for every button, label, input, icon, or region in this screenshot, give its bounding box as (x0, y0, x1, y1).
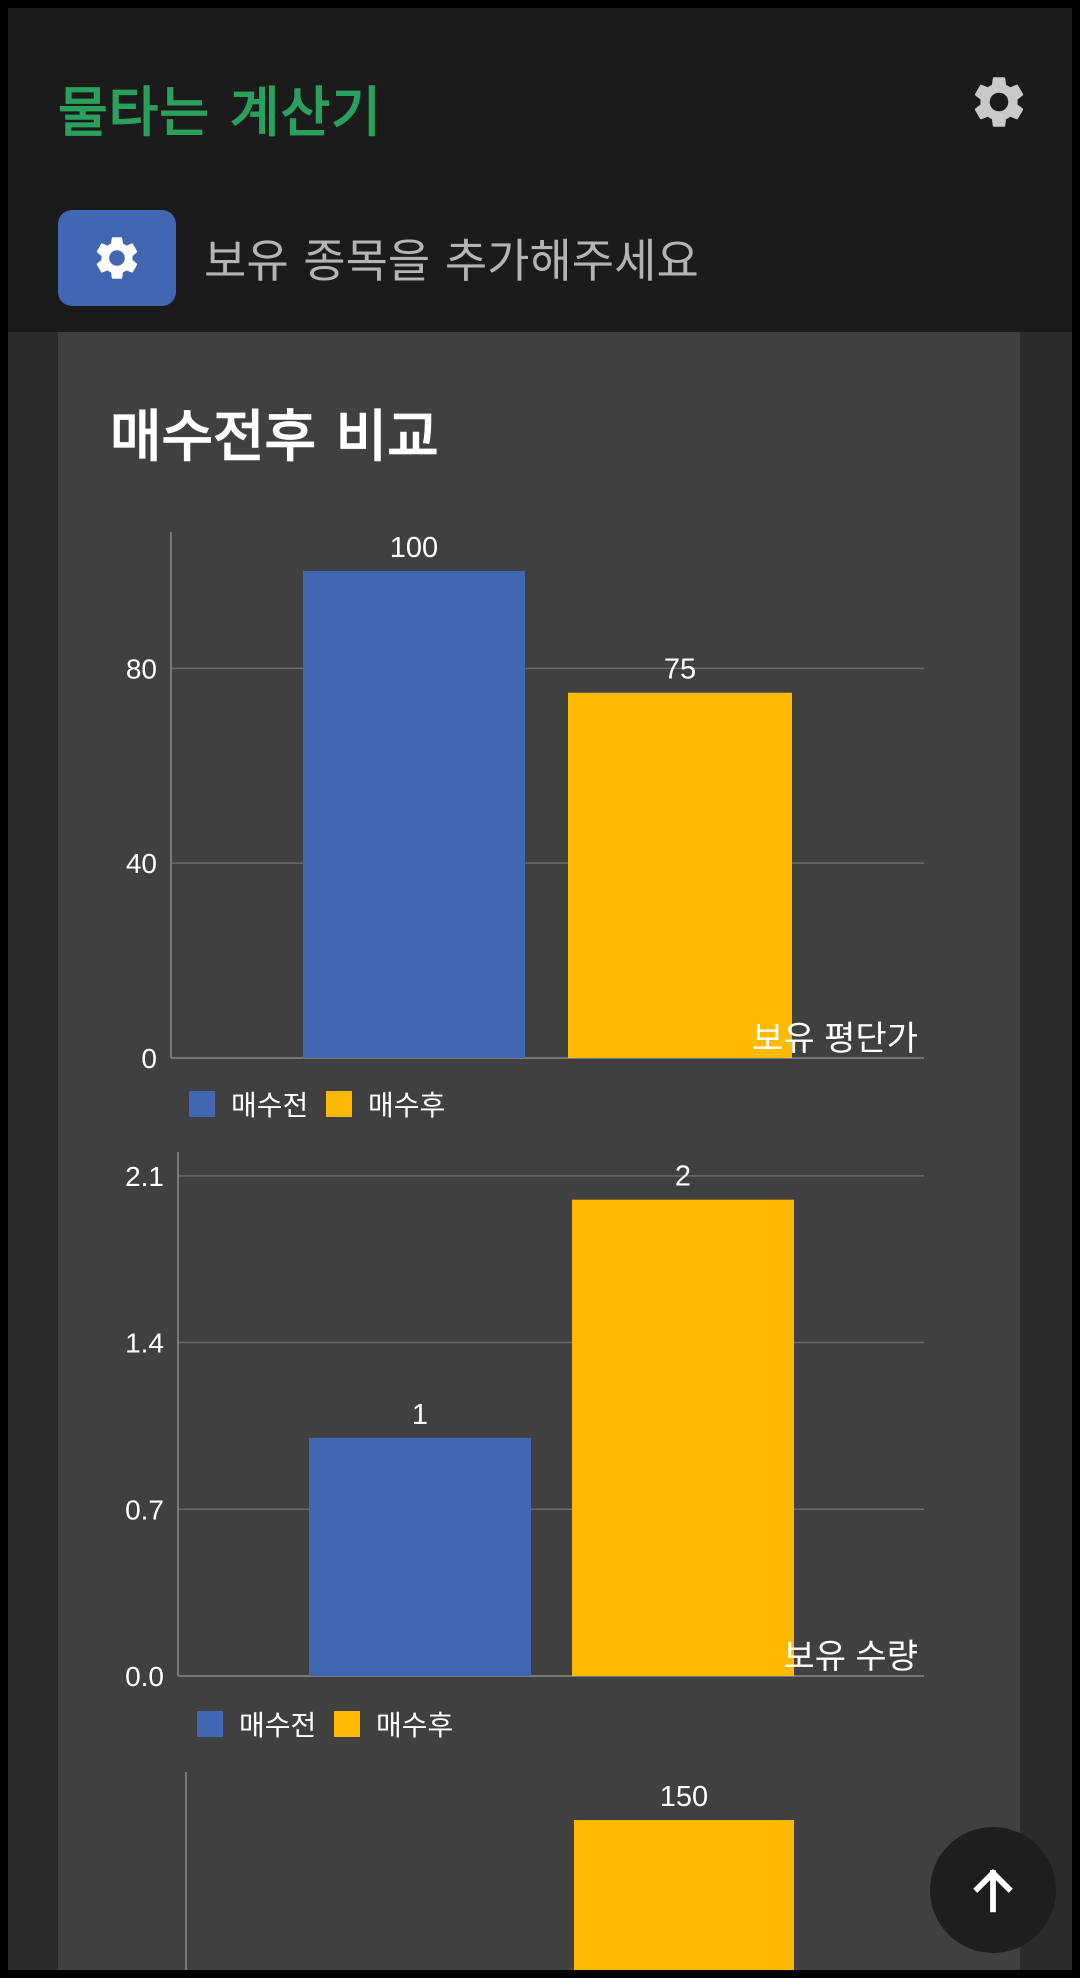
gear-icon (96, 237, 138, 279)
y-tick-label: 2.1 (125, 1161, 164, 1192)
legend-label: 매수후 (368, 1090, 445, 1121)
legend-swatch (189, 1091, 215, 1117)
comparison-card: 매수전후 비교 0 40 80 100 75 보유 평단가 매수전 매수후 0.0 0.7 1.4… (58, 332, 1020, 1970)
settings-button[interactable] (963, 66, 1035, 138)
bar-before (309, 1437, 531, 1676)
legend-swatch (334, 1711, 360, 1737)
add-holding-button[interactable] (58, 210, 176, 306)
legend-label: 매수전 (231, 1090, 308, 1121)
legend-swatch (326, 1091, 352, 1117)
app-title: 물타는 계산기 (58, 81, 382, 144)
bar-before (303, 570, 525, 1058)
y-tick-label: 1.4 (125, 1328, 164, 1359)
app-bar: 물타는 계산기 보유 종목을 추가해주세요 (8, 8, 1072, 332)
holdings-empty-row: 보유 종목을 추가해주세요 (58, 210, 699, 306)
legend-swatch (197, 1711, 223, 1737)
app-screen: 물타는 계산기 보유 종목을 추가해주세요 매수전후 비교 0 40 80 100 75… (8, 8, 1072, 1970)
y-tick-label: 80 (126, 653, 157, 684)
bar-after (568, 692, 792, 1058)
legend-label: 매수후 (376, 1710, 453, 1741)
arrow-up-icon (973, 1868, 1013, 1913)
data-label: 150 (660, 1781, 708, 1813)
bar-after (574, 1820, 794, 1970)
data-label: 100 (390, 532, 438, 564)
y-tick-label: 0.0 (125, 1661, 164, 1692)
gear-icon (974, 77, 1024, 127)
comparison-title: 매수전후 비교 (110, 405, 439, 470)
data-label: 75 (664, 654, 696, 686)
y-tick-label: 40 (126, 848, 157, 879)
y-tick-label: 0 (141, 1043, 157, 1074)
y-tick-label: 0.7 (125, 1494, 164, 1525)
total-chart: 150 (185, 1772, 794, 1970)
add-holding-hint: 보유 종목을 추가해주세요 (204, 234, 699, 288)
x-axis-label: 보유 평단가 (752, 1020, 918, 1058)
data-label: 2 (675, 1161, 691, 1193)
x-axis-label: 보유 수량 (783, 1638, 918, 1676)
bar-after (572, 1199, 794, 1676)
data-label: 1 (412, 1399, 428, 1431)
scroll-top-button[interactable] (930, 1827, 1056, 1953)
legend-label: 매수전 (239, 1710, 316, 1741)
